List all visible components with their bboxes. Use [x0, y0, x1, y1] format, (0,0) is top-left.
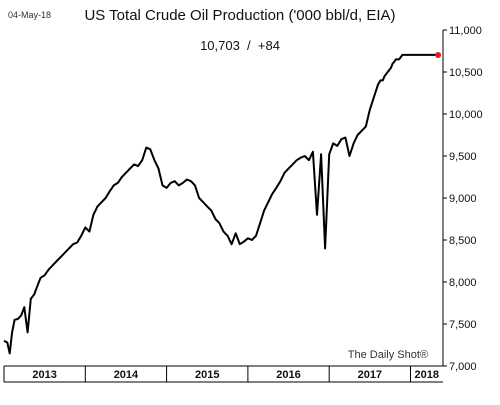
y-tick-label: 7,500: [449, 319, 477, 331]
y-tick-label: 10,000: [449, 109, 483, 121]
y-tick-label: 8,000: [449, 277, 477, 289]
x-tick-label: 2018: [414, 369, 438, 381]
latest-point: [435, 51, 442, 58]
y-tick-label: 7,000: [449, 361, 477, 373]
chart-subtitle: 10,703 / +84: [200, 38, 280, 53]
axes: 7,000 7,500 8,000 8,500 9,000 9,500 10,000 10,5…: [3, 25, 483, 383]
y-tick-label: 9,500: [449, 151, 477, 163]
x-tick-label: 2017: [358, 369, 382, 381]
series-line: [3, 53, 439, 355]
y-tick-label: 8,500: [449, 235, 477, 247]
chart-title: US Total Crude Oil Production ('000 bbl/…: [84, 7, 395, 24]
source-label: The Daily Shot®: [348, 349, 428, 361]
x-tick-label: 2015: [195, 369, 219, 381]
y-tick-label: 10,500: [449, 67, 483, 79]
x-tick-label: 2013: [32, 369, 56, 381]
date-label: 04-May-18: [8, 10, 51, 20]
x-tick-label: 2014: [114, 369, 139, 381]
x-tick-label: 2016: [276, 369, 300, 381]
y-tick-label: 11,000: [449, 25, 482, 37]
y-tick-label: 9,000: [449, 193, 477, 205]
marks: [3, 51, 442, 355]
